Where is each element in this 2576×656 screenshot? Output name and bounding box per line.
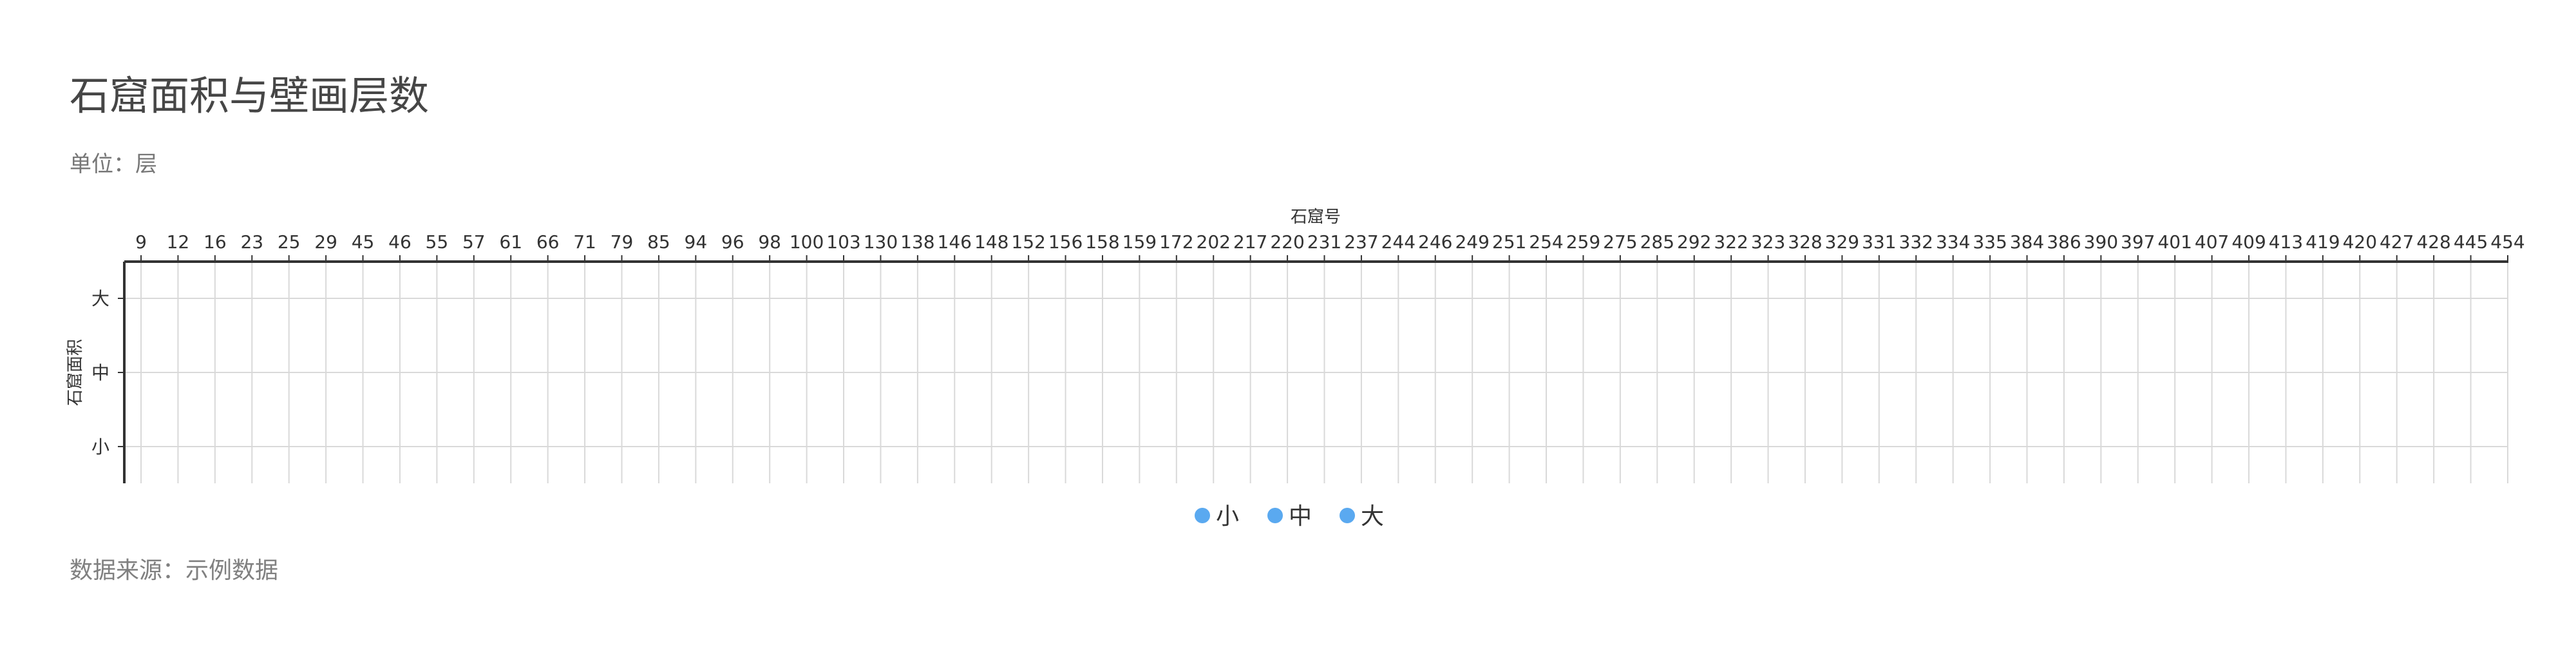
- x-tick-label: 71: [573, 231, 596, 253]
- x-tick-label: 146: [938, 231, 972, 253]
- x-tick-label: 322: [1714, 231, 1748, 253]
- x-tick-label: 100: [790, 231, 824, 253]
- x-tick-label: 254: [1529, 231, 1563, 253]
- x-tick-label: 158: [1085, 231, 1119, 253]
- data-source-note: 数据来源：示例数据: [70, 557, 278, 584]
- x-tick-label: 251: [1492, 231, 1526, 253]
- legend-marker: [1195, 508, 1210, 523]
- x-tick-label: 335: [1973, 231, 2007, 253]
- x-tick-label: 130: [864, 231, 898, 253]
- y-tick-label: 小: [91, 436, 109, 458]
- x-tick-label: 202: [1197, 231, 1231, 253]
- x-tick-label: 9: [135, 231, 147, 253]
- x-tick-label: 45: [352, 231, 375, 253]
- legend: 小中大: [1195, 503, 1384, 530]
- x-tick-label: 275: [1603, 231, 1637, 253]
- x-tick-label: 285: [1640, 231, 1674, 253]
- x-tick-label: 25: [278, 231, 301, 253]
- x-tick-label: 29: [314, 231, 337, 253]
- x-tick-label: 328: [1788, 231, 1822, 253]
- legend-label: 大: [1361, 503, 1384, 530]
- x-tick-label: 12: [167, 231, 190, 253]
- x-tick-label: 397: [2121, 231, 2155, 253]
- x-tick-label: 55: [426, 231, 449, 253]
- chart-subtitle: 单位：层: [70, 151, 157, 177]
- x-tick-label: 231: [1307, 231, 1341, 253]
- legend-label: 中: [1289, 503, 1312, 530]
- x-tick-label: 66: [536, 231, 560, 253]
- chart-title: 石窟面积与壁画层数: [70, 72, 429, 119]
- x-tick-label: 323: [1751, 231, 1785, 253]
- axes: 9 12 16 23 25 29 45 46 55 57 61 66 71 79 85 94 96 98 100 10…: [91, 231, 2525, 483]
- x-tick-label: 23: [240, 231, 263, 253]
- x-tick-label: 172: [1159, 231, 1193, 253]
- x-tick-label: 249: [1455, 231, 1489, 253]
- x-tick-label: 152: [1011, 231, 1045, 253]
- x-tick-label: 244: [1381, 231, 1416, 253]
- x-tick-label: 331: [1862, 231, 1896, 253]
- x-tick-label: 217: [1233, 231, 1267, 253]
- y-tick-label: 中: [91, 362, 109, 383]
- x-tick-label: 454: [2490, 231, 2524, 253]
- grid: [124, 262, 2508, 483]
- x-tick-label: 148: [974, 231, 1009, 253]
- y-axis-title: 石窟面积: [66, 339, 85, 406]
- x-tick-label: 85: [647, 231, 670, 253]
- x-tick-label: 246: [1418, 231, 1452, 253]
- x-tick-label: 413: [2269, 231, 2303, 253]
- x-tick-label: 427: [2380, 231, 2414, 253]
- x-tick-label: 386: [2047, 231, 2081, 253]
- x-tick-label: 334: [1936, 231, 1970, 253]
- x-tick-label: 159: [1122, 231, 1157, 253]
- x-tick-label: 156: [1048, 231, 1083, 253]
- x-tick-label: 419: [2306, 231, 2340, 253]
- y-tick-label: 大: [91, 288, 109, 309]
- x-tick-label: 98: [758, 231, 781, 253]
- x-tick-label: 390: [2084, 231, 2118, 253]
- x-tick-label: 61: [499, 231, 522, 253]
- x-tick-label: 94: [685, 231, 708, 253]
- x-tick-label: 220: [1270, 231, 1304, 253]
- x-tick-label: 16: [204, 231, 227, 253]
- x-tick-label: 96: [721, 231, 744, 253]
- x-tick-label: 329: [1825, 231, 1859, 253]
- legend-marker: [1267, 508, 1283, 523]
- x-tick-label: 445: [2454, 231, 2488, 253]
- x-tick-label: 259: [1566, 231, 1600, 253]
- x-tick-label: 79: [611, 231, 634, 253]
- x-tick-label: 401: [2157, 231, 2192, 253]
- x-tick-label: 103: [826, 231, 860, 253]
- x-tick-label: 409: [2231, 231, 2266, 253]
- x-tick-label: 57: [462, 231, 486, 253]
- x-tick-label: 46: [388, 231, 412, 253]
- x-tick-label: 428: [2416, 231, 2450, 253]
- x-tick-label: 420: [2343, 231, 2377, 253]
- x-tick-label: 332: [1899, 231, 1933, 253]
- x-axis-title: 石窟号: [1291, 207, 1341, 227]
- x-tick-label: 407: [2195, 231, 2229, 253]
- x-tick-label: 237: [1344, 231, 1378, 253]
- x-tick-label: 292: [1677, 231, 1711, 253]
- legend-label: 小: [1216, 503, 1239, 530]
- plot-area: 9 12 16 23 25 29 45 46 55 57 61 66 71 79 85 94 96 98 100 10…: [91, 231, 2525, 483]
- x-tick-label: 138: [900, 231, 934, 253]
- legend-marker: [1340, 508, 1355, 523]
- x-tick-label: 384: [2010, 231, 2044, 253]
